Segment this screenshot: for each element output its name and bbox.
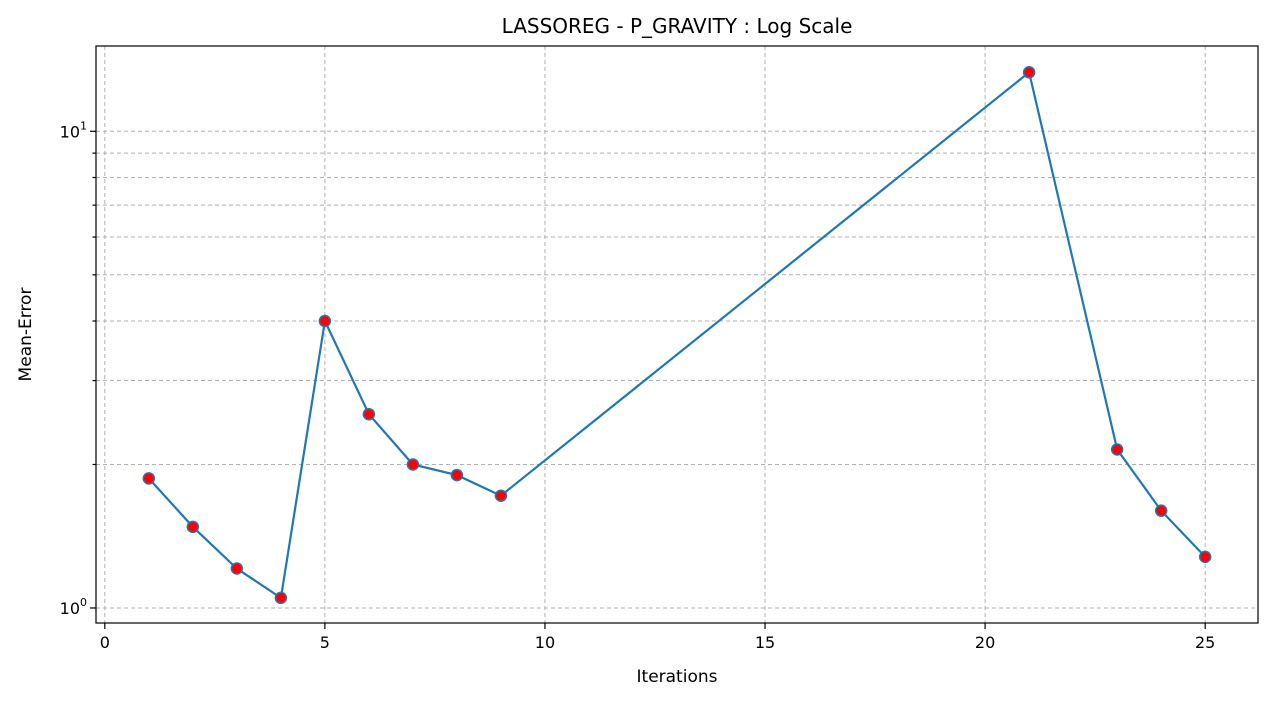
- x-tick-label: 25: [1195, 633, 1215, 652]
- grid-layer: [96, 46, 1258, 623]
- data-point: [406, 458, 420, 471]
- y-axis-label: Mean-Error: [16, 288, 36, 382]
- data-point: [1022, 66, 1036, 79]
- x-tick-label: 10: [535, 633, 555, 652]
- series-layer: [142, 66, 1212, 605]
- data-point: [1110, 443, 1124, 456]
- x-tick-label: 5: [320, 633, 330, 652]
- y-tick-label: 101: [60, 119, 87, 141]
- data-point: [230, 562, 244, 575]
- tick-layer: 0 5 10 15 20 25 100 101: [60, 119, 1216, 652]
- data-point: [142, 472, 156, 485]
- x-axis-label: Iterations: [637, 667, 718, 687]
- data-point: [494, 489, 508, 502]
- x-tick-label: 20: [975, 633, 995, 652]
- data-point: [186, 520, 200, 534]
- data-point: [274, 591, 288, 605]
- data-point: [1154, 504, 1168, 517]
- data-point: [362, 407, 376, 421]
- y-tick-label: 100: [60, 596, 87, 618]
- data-point: [1198, 550, 1212, 564]
- data-point: [450, 468, 464, 482]
- series-line: [147, 70, 1206, 600]
- x-tick-label: 15: [755, 633, 775, 652]
- data-point: [318, 314, 332, 328]
- x-tick-label: 0: [100, 633, 110, 652]
- plot-frame: [95, 45, 1259, 624]
- chart-title: LASSOREG - P_GRAVITY : Log Scale: [502, 14, 853, 38]
